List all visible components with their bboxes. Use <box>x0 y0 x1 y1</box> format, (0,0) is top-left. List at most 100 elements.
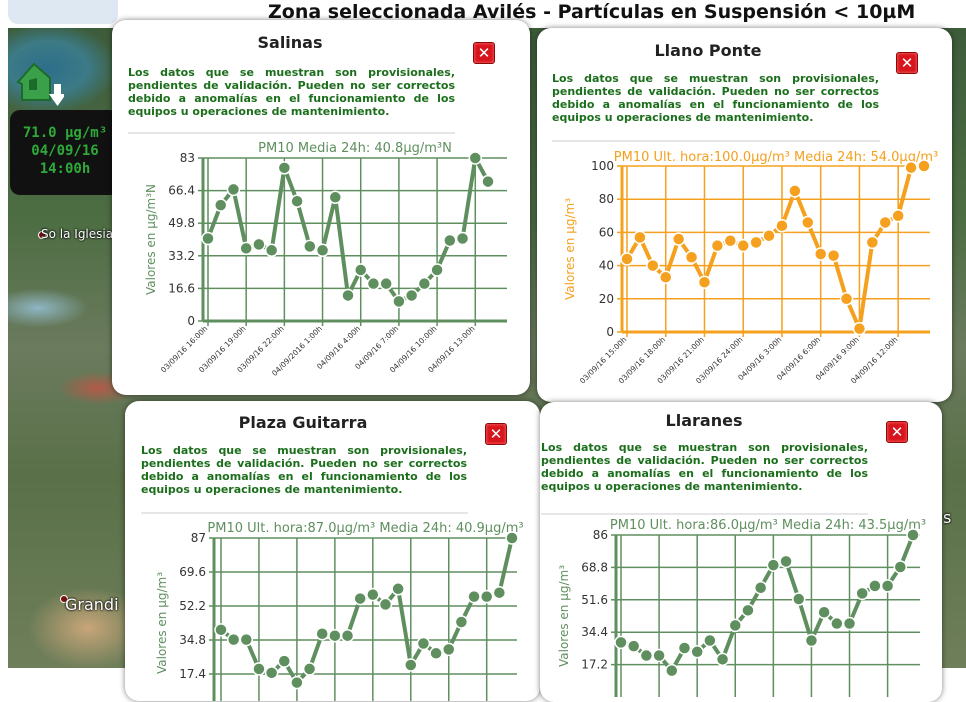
data-point[interactable] <box>391 582 405 596</box>
data-point[interactable] <box>353 263 368 277</box>
data-point[interactable] <box>505 531 519 545</box>
data-point[interactable] <box>804 633 819 648</box>
data-point[interactable] <box>441 642 456 657</box>
data-point[interactable] <box>302 662 317 676</box>
data-point[interactable] <box>753 580 768 595</box>
data-point[interactable] <box>417 276 432 291</box>
data-point[interactable] <box>671 232 686 246</box>
data-point[interactable] <box>697 275 712 289</box>
data-point[interactable] <box>917 159 931 173</box>
data-point[interactable] <box>430 263 444 277</box>
data-point[interactable] <box>626 639 641 653</box>
data-point[interactable] <box>633 230 647 245</box>
data-point[interactable] <box>328 190 343 205</box>
data-point[interactable] <box>443 233 457 248</box>
data-point[interactable] <box>728 618 743 633</box>
data-point[interactable] <box>652 648 666 663</box>
data-point[interactable] <box>479 589 494 604</box>
data-point[interactable] <box>277 654 292 668</box>
data-point[interactable] <box>214 623 228 637</box>
data-point[interactable] <box>801 215 815 230</box>
data-point[interactable] <box>852 321 867 336</box>
data-point[interactable] <box>715 652 730 667</box>
data-point[interactable] <box>723 233 738 248</box>
data-point[interactable] <box>620 252 634 266</box>
data-point[interactable] <box>766 558 781 572</box>
data-point[interactable] <box>379 276 393 291</box>
data-point[interactable] <box>868 579 882 593</box>
data-point[interactable] <box>865 235 880 250</box>
data-point[interactable] <box>646 258 660 273</box>
data-point[interactable] <box>492 585 507 600</box>
data-point[interactable] <box>454 615 469 629</box>
data-point[interactable] <box>842 616 857 631</box>
data-point[interactable] <box>891 209 905 223</box>
data-point[interactable] <box>762 228 776 243</box>
data-point[interactable] <box>779 554 793 569</box>
data-point[interactable] <box>404 658 418 672</box>
data-point[interactable] <box>455 231 470 246</box>
data-point[interactable] <box>404 288 419 303</box>
data-point[interactable] <box>690 645 704 659</box>
data-point[interactable] <box>904 160 918 175</box>
data-point[interactable] <box>839 292 854 306</box>
data-point[interactable] <box>315 626 329 641</box>
data-point[interactable] <box>429 646 443 661</box>
data-point[interactable] <box>416 636 431 651</box>
data-point[interactable] <box>826 248 841 263</box>
data-point[interactable] <box>239 632 254 647</box>
data-point[interactable] <box>340 628 355 643</box>
data-point[interactable] <box>791 592 806 606</box>
data-point[interactable] <box>277 161 292 175</box>
data-point[interactable] <box>252 662 266 676</box>
close-button[interactable]: ✕ <box>886 421 908 443</box>
data-point[interactable] <box>658 270 673 284</box>
data-point[interactable] <box>226 632 241 647</box>
data-point[interactable] <box>213 198 228 212</box>
house-icon[interactable] <box>14 60 64 112</box>
map-pin-icon[interactable] <box>38 231 46 239</box>
data-point[interactable] <box>665 663 679 678</box>
data-point[interactable] <box>639 648 654 663</box>
data-point[interactable] <box>201 231 215 246</box>
data-point[interactable] <box>467 589 481 604</box>
data-point[interactable] <box>378 597 393 612</box>
data-point[interactable] <box>614 635 628 650</box>
data-point[interactable] <box>813 247 828 261</box>
data-point[interactable] <box>290 194 304 208</box>
data-point[interactable] <box>366 587 380 602</box>
data-point[interactable] <box>341 288 355 303</box>
data-point[interactable] <box>468 151 483 165</box>
data-point[interactable] <box>878 215 893 230</box>
data-point[interactable] <box>290 675 304 690</box>
data-point[interactable] <box>315 243 330 258</box>
data-point[interactable] <box>328 628 342 643</box>
data-point[interactable] <box>481 174 495 189</box>
data-point[interactable] <box>788 184 802 198</box>
data-point[interactable] <box>703 633 717 648</box>
data-point[interactable] <box>893 560 908 574</box>
data-point[interactable] <box>749 235 763 250</box>
close-button[interactable]: ✕ <box>896 52 918 74</box>
data-point[interactable] <box>710 238 725 253</box>
close-button[interactable]: ✕ <box>485 423 507 445</box>
close-button[interactable]: ✕ <box>473 42 495 64</box>
data-point[interactable] <box>392 294 406 309</box>
data-point[interactable] <box>775 219 789 233</box>
data-point[interactable] <box>880 579 895 593</box>
data-point[interactable] <box>353 591 367 606</box>
data-point[interactable] <box>366 276 381 291</box>
data-point[interactable] <box>684 250 699 265</box>
data-point[interactable] <box>906 528 920 542</box>
data-point[interactable] <box>677 641 692 655</box>
data-point[interactable] <box>264 666 279 680</box>
data-point[interactable] <box>303 239 317 254</box>
data-point[interactable] <box>226 182 241 197</box>
data-point[interactable] <box>736 238 750 253</box>
data-point[interactable] <box>855 586 869 601</box>
data-point[interactable] <box>817 605 831 619</box>
data-point[interactable] <box>239 241 253 256</box>
data-point[interactable] <box>741 603 755 618</box>
data-point[interactable] <box>252 237 266 252</box>
data-point[interactable] <box>830 616 844 631</box>
